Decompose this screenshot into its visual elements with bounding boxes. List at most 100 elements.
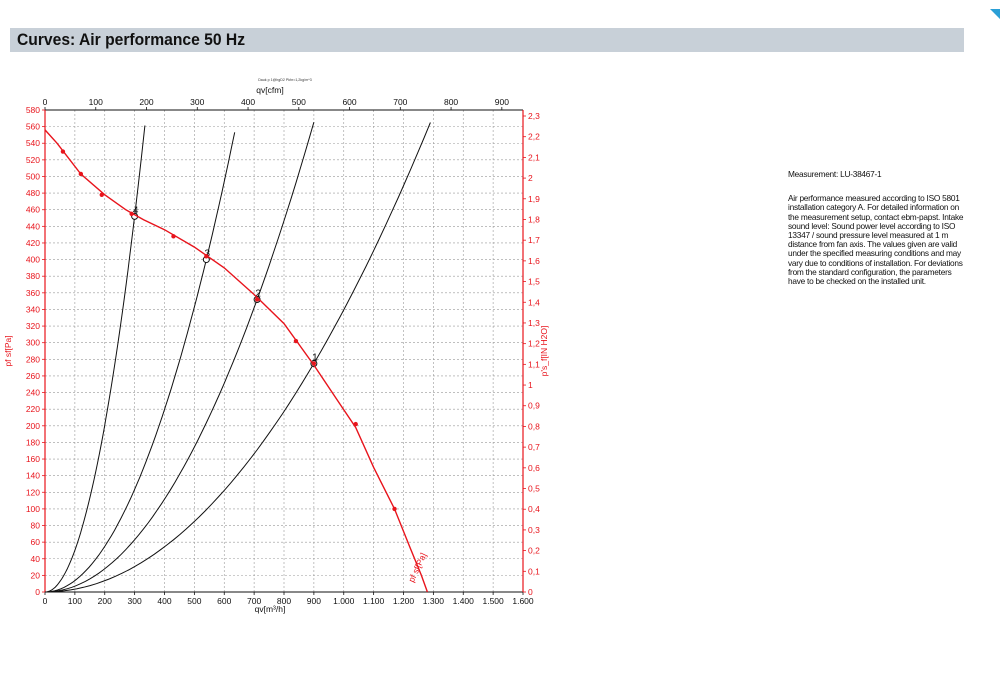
y2-tick-label: 1,2 (528, 339, 540, 349)
page-title: Curves: Air performance 50 Hz (17, 30, 246, 49)
y2-tick-label: 1,7 (528, 235, 540, 245)
y-tick-label: 280 (26, 354, 40, 364)
x-tick-label: 1.500 (482, 596, 504, 606)
x2-tick-label: 300 (190, 97, 204, 107)
x-tick-label: 200 (98, 596, 112, 606)
x-tick-label: 900 (307, 596, 321, 606)
series-curve-label: pf sf[Pa] (406, 551, 428, 583)
y-tick-label: 60 (31, 537, 41, 547)
x-tick-label: 1.400 (453, 596, 475, 606)
system-curve-4 (44, 125, 146, 593)
x2-tick-label: 0 (43, 97, 48, 107)
y-tick-label: 420 (26, 238, 40, 248)
y-tick-label: 400 (26, 255, 40, 265)
y-tick-label: 500 (26, 171, 40, 181)
operating-point-label-4: 4 (133, 205, 139, 216)
y-tick-label: 360 (26, 288, 40, 298)
x2-tick-label: 800 (444, 97, 458, 107)
y2-tick-label: 2,2 (528, 132, 540, 142)
x-tick-label: 1.100 (363, 596, 385, 606)
x2-tick-label: 900 (495, 97, 509, 107)
x2-tick-label: 100 (89, 97, 103, 107)
system-curve-1 (44, 122, 431, 593)
y-tick-label: 40 (31, 554, 41, 564)
y-tick-label: 320 (26, 321, 40, 331)
top-tiny-label: Dauk p 1@hgD2 Pkhr=1,2kg/m^3 (258, 78, 312, 82)
y2-tick-label: 1,3 (528, 318, 540, 328)
y-tick-label: 100 (26, 504, 40, 514)
fan-curve-point (171, 234, 176, 239)
y2-tick-label: 0,4 (528, 504, 540, 514)
x-axis-label: qv[m³/h] (255, 604, 286, 614)
y2-tick-label: 0,1 (528, 566, 540, 576)
y2-tick-label: 0,6 (528, 463, 540, 473)
x2-axis-label: qv[cfm] (256, 85, 283, 95)
x2-tick-label: 700 (393, 97, 407, 107)
operating-point-label-1: 1 (312, 352, 318, 363)
y-tick-label: 160 (26, 454, 40, 464)
fan-curve-point (60, 149, 66, 154)
x-tick-label: 800 (277, 596, 291, 606)
y-tick-label: 240 (26, 388, 40, 398)
fan-curve-point (293, 338, 299, 344)
operating-point-label-2: 2 (255, 288, 261, 299)
y2-tick-label: 0,2 (528, 546, 540, 556)
x-tick-label: 1.300 (423, 596, 445, 606)
y-tick-label: 560 (26, 122, 40, 132)
operating-point-label-3: 3 (205, 249, 211, 260)
x2-tick-label: 400 (241, 97, 255, 107)
measurement-description: Air performance measured according to IS… (788, 193, 964, 287)
y-tick-label: 540 (26, 138, 40, 148)
y2-tick-label: 2 (528, 173, 533, 183)
x-tick-label: 600 (217, 596, 231, 606)
y2-tick-label: 0,8 (528, 421, 540, 431)
y-tick-label: 20 (31, 570, 41, 580)
y2-tick-label: 1,1 (528, 359, 540, 369)
air-performance-chart: 0 100 200 300 400 500 600 700 800 900 1.000 1.100 1.… (3, 78, 549, 614)
fan-curve-point (99, 192, 104, 197)
fan-curve-point (353, 421, 358, 427)
x-tick-label: 1.200 (393, 596, 415, 606)
grid-layer (45, 110, 523, 592)
y2-tick-label: 1,8 (528, 214, 540, 224)
x2-tick-label: 600 (342, 97, 356, 107)
y2-tick-label: 1 (528, 380, 533, 390)
x-tick-label: 500 (187, 596, 201, 606)
y-tick-label: 460 (26, 205, 40, 215)
axes-layer: 0 100 200 300 400 500 600 700 800 900 1.000 1.100 1.… (26, 97, 540, 606)
y2-tick-label: 0,3 (528, 525, 540, 535)
measurement-id: Measurement: LU-38467-1 (788, 169, 882, 179)
y2-tick-label: 1,6 (528, 256, 540, 266)
x2-tick-label: 500 (292, 97, 306, 107)
y2-tick-label: 1,5 (528, 277, 540, 287)
y-tick-label: 180 (26, 437, 40, 447)
x-tick-label: 300 (128, 596, 142, 606)
y-axis-label: pf sf[Pa] (3, 335, 13, 366)
x-tick-label: 0 (43, 596, 48, 606)
x-tick-label: 1.600 (512, 596, 534, 606)
y-tick-label: 380 (26, 271, 40, 281)
x-tick-label: 1.000 (333, 596, 355, 606)
y-tick-label: 220 (26, 404, 40, 414)
fan-curve-point (204, 254, 209, 259)
measurement-info: Measurement: LU-38467-1 Air performance … (788, 169, 968, 287)
x-tick-label: 100 (68, 596, 82, 606)
y2-tick-label: 0 (528, 587, 533, 597)
title-bar: Curves: Air performance 50 Hz (10, 28, 964, 52)
y-tick-label: 580 (26, 105, 40, 115)
fan-curve (44, 129, 429, 593)
y2-axis-label: p's_f[IN H2O] (539, 326, 549, 377)
corner-mark-icon: ◥ (990, 5, 1000, 21)
x2-tick-label: 200 (139, 97, 153, 107)
y-tick-label: 140 (26, 471, 40, 481)
y-tick-label: 80 (31, 521, 41, 531)
fan-curve-point (311, 361, 317, 366)
fan-curve-point (254, 297, 260, 302)
y-tick-label: 120 (26, 487, 40, 497)
curves-layer: 4 3 2 1 (44, 121, 431, 593)
y-tick-label: 440 (26, 221, 40, 231)
system-curve-2 (44, 121, 315, 593)
fan-curve-point (78, 171, 84, 177)
system-curve-3 (44, 132, 236, 593)
y2-tick-label: 0,9 (528, 401, 540, 411)
